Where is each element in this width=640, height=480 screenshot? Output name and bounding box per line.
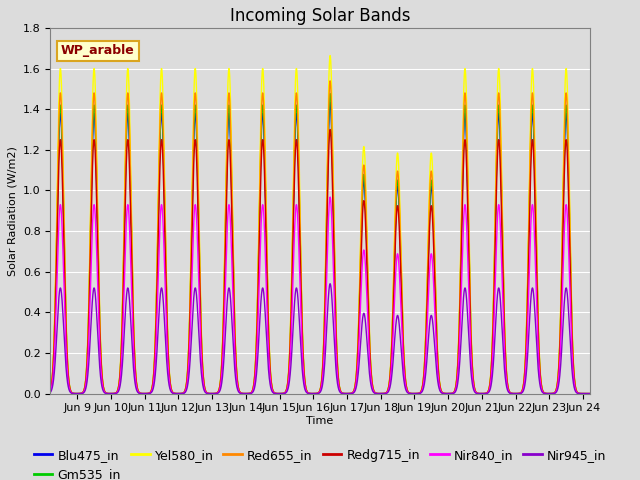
- Nir840_in: [154, 272, 162, 277]
- Blu475_in: [514, 391, 522, 396]
- Redg715_in: [229, 259, 237, 264]
- Title: Incoming Solar Bands: Incoming Solar Bands: [230, 7, 410, 25]
- Nir945_in: [596, 391, 604, 396]
- Red655_in: [514, 391, 522, 396]
- Gm535_in: [229, 241, 237, 247]
- Gm535_in: [188, 226, 195, 231]
- Blu475_in: [326, 99, 334, 105]
- Yel580_in: [596, 391, 604, 396]
- Blu475_in: [97, 364, 105, 370]
- Nir945_in: [514, 391, 522, 396]
- Red655_in: [40, 391, 47, 396]
- Yel580_in: [229, 222, 237, 228]
- Gm535_in: [596, 391, 604, 396]
- Gm535_in: [154, 209, 162, 215]
- Nir945_in: [229, 336, 237, 342]
- Redg715_in: [188, 246, 195, 252]
- Red655_in: [428, 178, 436, 183]
- Redg715_in: [596, 391, 604, 396]
- Line: Nir945_in: Nir945_in: [44, 284, 600, 394]
- Y-axis label: Solar Radiation (W/m2): Solar Radiation (W/m2): [7, 146, 17, 276]
- Redg715_in: [97, 367, 105, 372]
- Blu475_in: [428, 192, 436, 198]
- Nir945_in: [97, 381, 105, 386]
- Nir840_in: [229, 293, 237, 299]
- Line: Red655_in: Red655_in: [44, 81, 600, 394]
- Blu475_in: [40, 391, 47, 396]
- Nir945_in: [188, 330, 195, 336]
- Gm535_in: [40, 391, 47, 396]
- Redg715_in: [154, 230, 162, 236]
- Nir840_in: [40, 391, 47, 396]
- Line: Gm535_in: Gm535_in: [44, 94, 600, 394]
- Text: WP_arable: WP_arable: [61, 44, 135, 57]
- Line: Blu475_in: Blu475_in: [44, 102, 600, 394]
- Gm535_in: [428, 186, 436, 192]
- Yel580_in: [40, 391, 47, 396]
- Line: Nir840_in: Nir840_in: [44, 197, 600, 394]
- Gm535_in: [326, 91, 334, 96]
- Red655_in: [326, 78, 334, 84]
- Nir840_in: [97, 373, 105, 379]
- Blu475_in: [188, 230, 195, 236]
- Red655_in: [97, 362, 105, 368]
- Nir840_in: [326, 194, 334, 200]
- Legend: Blu475_in, Gm535_in, Yel580_in, Red655_in, Redg715_in, Nir840_in, Nir945_in: Blu475_in, Gm535_in, Yel580_in, Red655_i…: [29, 444, 611, 480]
- Yel580_in: [188, 205, 195, 211]
- Nir840_in: [428, 257, 436, 263]
- Yel580_in: [326, 53, 334, 59]
- Gm535_in: [514, 391, 522, 396]
- Nir840_in: [596, 391, 604, 396]
- Nir945_in: [428, 316, 436, 322]
- Red655_in: [154, 201, 162, 207]
- Blu475_in: [229, 245, 237, 251]
- Redg715_in: [326, 127, 334, 132]
- Blu475_in: [596, 391, 604, 396]
- Red655_in: [229, 235, 237, 240]
- Yel580_in: [514, 391, 522, 396]
- Red655_in: [188, 219, 195, 225]
- Line: Yel580_in: Yel580_in: [44, 56, 600, 394]
- Nir840_in: [514, 391, 522, 396]
- Yel580_in: [428, 160, 436, 166]
- Redg715_in: [514, 391, 522, 396]
- Red655_in: [596, 391, 604, 396]
- Nir945_in: [40, 391, 47, 396]
- X-axis label: Time: Time: [307, 416, 333, 426]
- Gm535_in: [97, 363, 105, 369]
- Redg715_in: [428, 211, 436, 216]
- Nir945_in: [326, 281, 334, 287]
- Blu475_in: [154, 214, 162, 219]
- Redg715_in: [40, 391, 47, 396]
- Yel580_in: [154, 186, 162, 192]
- Line: Redg715_in: Redg715_in: [44, 130, 600, 394]
- Nir945_in: [154, 324, 162, 330]
- Yel580_in: [97, 360, 105, 366]
- Nir840_in: [188, 283, 195, 288]
